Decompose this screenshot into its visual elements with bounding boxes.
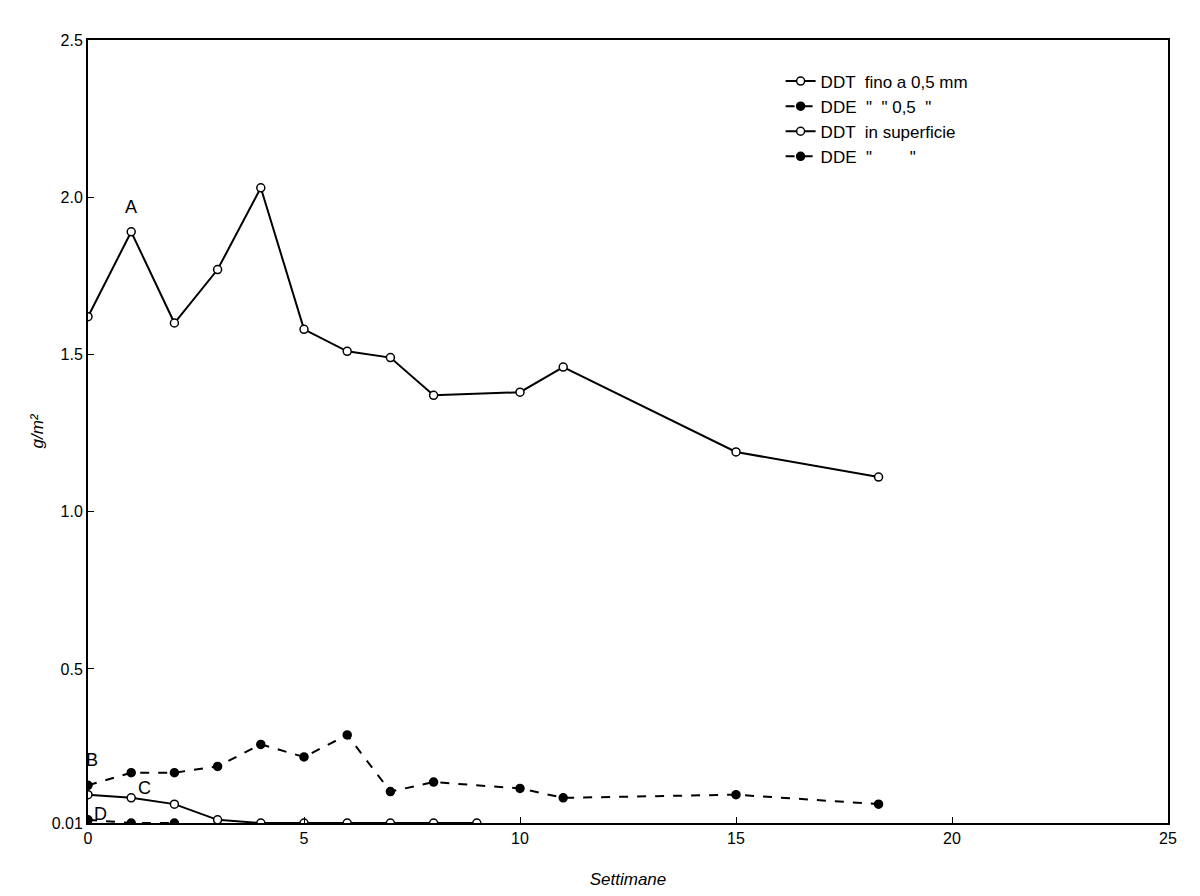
svg-text:5: 5 (300, 830, 309, 847)
svg-text:C: C (138, 778, 151, 798)
svg-text:D: D (94, 804, 107, 824)
svg-text:0.5: 0.5 (61, 661, 83, 678)
svg-text:10: 10 (511, 830, 529, 847)
svg-text:B: B (86, 750, 98, 770)
svg-text:2.5: 2.5 (61, 32, 83, 49)
svg-text:0: 0 (84, 830, 93, 847)
svg-text:DDT in superficie: DDT in superficie (821, 123, 956, 142)
svg-text:A: A (125, 197, 137, 217)
svg-text:DDE " ": DDE " " (821, 148, 916, 167)
svg-text:DDT fino a 0,5 mm: DDT fino a 0,5 mm (821, 73, 968, 92)
svg-text:15: 15 (727, 830, 745, 847)
svg-text:Settimane: Settimane (590, 870, 667, 889)
svg-text:20: 20 (943, 830, 961, 847)
svg-text:g/m²: g/m² (28, 413, 47, 448)
svg-text:1.5: 1.5 (61, 346, 83, 363)
svg-text:2.0: 2.0 (61, 189, 83, 206)
svg-text:0.01: 0.01 (52, 815, 83, 832)
svg-text:25: 25 (1159, 830, 1177, 847)
svg-text:1.0: 1.0 (61, 503, 83, 520)
svg-text:DDE " " 0,5 ": DDE " " 0,5 " (821, 98, 932, 117)
